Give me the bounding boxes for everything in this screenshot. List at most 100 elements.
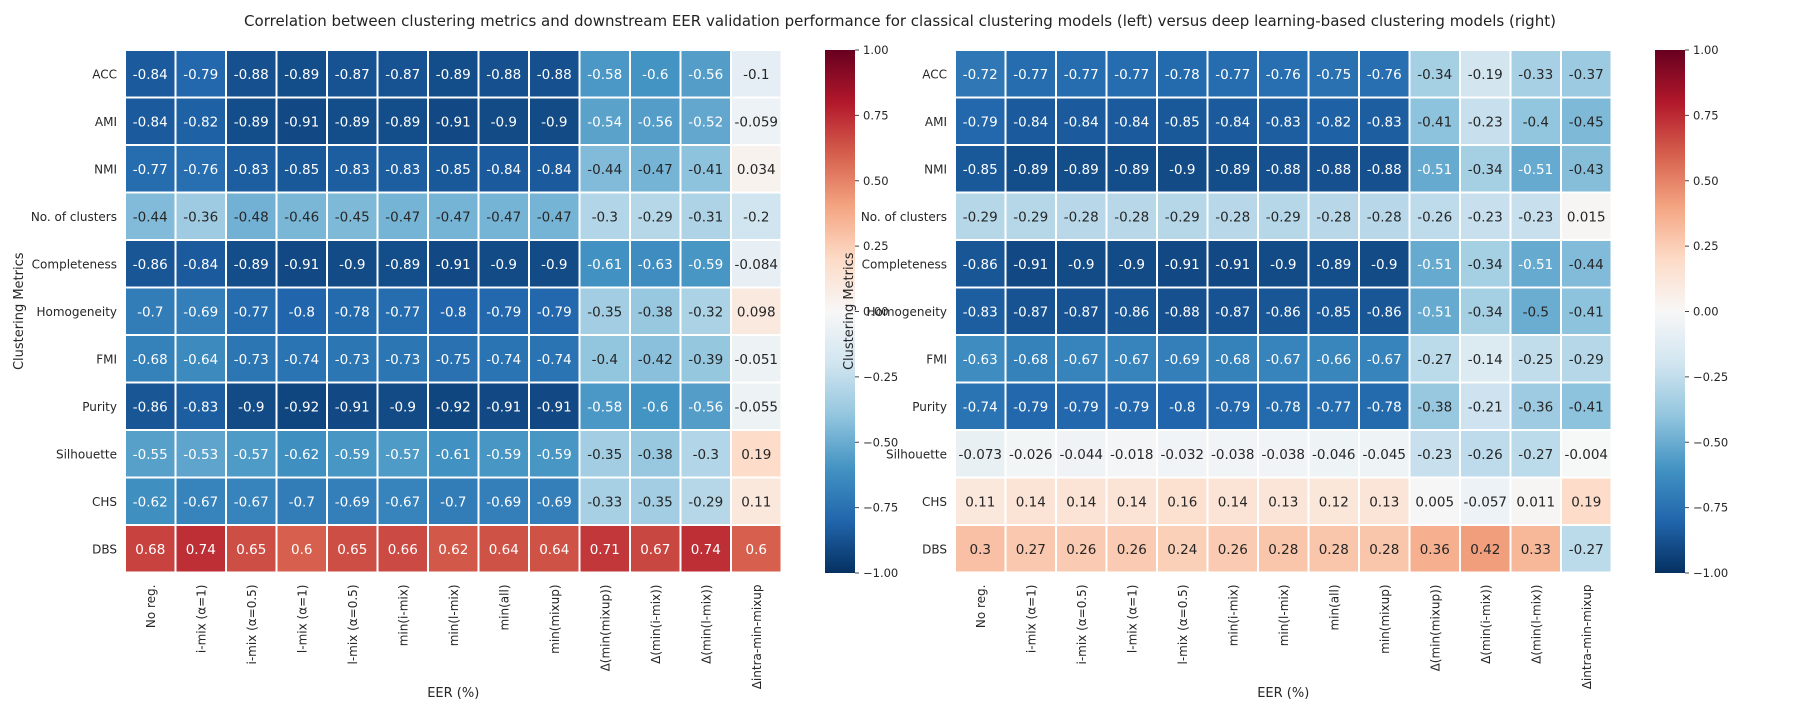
cell-label: -0.38 <box>638 447 673 463</box>
x-tick-label: min(all) <box>497 585 511 631</box>
heatmap-cell <box>1560 476 1613 526</box>
heatmap-cell <box>1105 239 1158 289</box>
cell-label: 0.015 <box>1567 209 1606 225</box>
y-tick-label: Purity <box>82 400 117 414</box>
cell-label: -0.63 <box>638 257 673 273</box>
cell-label: -0.83 <box>963 304 998 320</box>
cell-label: -0.79 <box>1064 399 1099 415</box>
colorbar-tick-label: 0.00 <box>1693 305 1719 319</box>
x-tick-label: l-mix (α=0.5) <box>1176 585 1190 665</box>
cell-label: 0.28 <box>1369 542 1399 558</box>
cell-label: -0.86 <box>133 399 168 415</box>
cell-label: -0.038 <box>1261 447 1305 463</box>
cell-label: -0.73 <box>385 352 420 368</box>
heatmap-cell <box>1004 239 1057 289</box>
cell-label: -0.76 <box>183 162 218 178</box>
y-tick-label: Completeness <box>32 257 117 271</box>
cell-label: -0.29 <box>1013 209 1048 225</box>
cell-label: -0.88 <box>1266 162 1301 178</box>
heatmap-cell <box>730 286 783 336</box>
heatmap-cell <box>1560 49 1613 99</box>
cell-label: -0.78 <box>1266 399 1301 415</box>
cell-label: -0.34 <box>1468 257 1503 273</box>
y-tick-label: No. of clusters <box>861 210 947 224</box>
cell-label: -0.48 <box>234 209 269 225</box>
cell-label: 0.33 <box>1521 542 1551 558</box>
heatmap-cell <box>1408 286 1461 336</box>
heatmap-cell <box>1560 429 1613 479</box>
cell-label: -0.88 <box>1316 162 1351 178</box>
heatmap-cell <box>1156 524 1209 574</box>
heatmap-cell <box>954 476 1007 526</box>
heatmap-cell <box>1105 286 1158 336</box>
cell-label: -0.56 <box>688 67 723 83</box>
x-axis-label: EER (%) <box>427 686 479 701</box>
heatmap-cell <box>1560 239 1613 289</box>
heatmap-cell <box>954 429 1007 479</box>
cell-label: -0.9 <box>390 399 416 415</box>
cell-label: -0.21 <box>1468 399 1503 415</box>
heatmap-cell <box>225 286 278 336</box>
cell-label: -0.92 <box>436 399 471 415</box>
cell-label: -0.91 <box>1165 257 1200 273</box>
heatmap-cell <box>1459 96 1512 146</box>
cell-label: -0.41 <box>1569 304 1604 320</box>
heatmap-cell <box>629 429 682 479</box>
colorbar: 1.00 0.75 0.50 0.25 0.00 −0.25 −0.50 −0.75 −1.00 <box>825 43 898 580</box>
cell-label: -0.84 <box>537 162 572 178</box>
heatmap-cell <box>1156 334 1209 384</box>
colorbar-tick-label: −0.50 <box>1693 435 1728 449</box>
cell-label: -0.62 <box>133 494 168 510</box>
cell-label: -0.67 <box>1114 352 1149 368</box>
cell-label: -0.67 <box>183 494 218 510</box>
cell-label: -0.79 <box>1215 399 1250 415</box>
cell-label: -0.14 <box>1468 352 1503 368</box>
heatmap-cell <box>578 334 631 384</box>
cell-label: -0.89 <box>234 257 269 273</box>
cell-label: 0.26 <box>1117 542 1147 558</box>
heatmap-cell <box>1206 49 1259 99</box>
cell-label: -0.89 <box>335 114 370 130</box>
cell-label: -0.046 <box>1312 447 1356 463</box>
cell-label: -0.88 <box>486 67 521 83</box>
heatmap-cell <box>679 286 732 336</box>
cell-label: -0.37 <box>1569 67 1604 83</box>
heatmap-cell <box>326 144 379 194</box>
heatmap-cell <box>1560 286 1613 336</box>
heatmap-cell <box>275 334 328 384</box>
cell-label: -0.67 <box>1266 352 1301 368</box>
cell-label: -0.26 <box>1417 209 1452 225</box>
cell-label: -0.83 <box>183 399 218 415</box>
cell-label: -0.41 <box>1569 399 1604 415</box>
cell-label: -0.74 <box>537 352 572 368</box>
cell-label: 0.13 <box>1369 494 1399 510</box>
cell-label: -0.29 <box>963 209 998 225</box>
cell-label: 0.64 <box>489 542 519 558</box>
cell-label: -0.057 <box>1463 494 1507 510</box>
heatmap-cell <box>275 429 328 479</box>
cell-label: -0.29 <box>1165 209 1200 225</box>
heatmap-cell <box>1105 191 1158 241</box>
cell-label: -0.68 <box>1215 352 1250 368</box>
cell-label: -0.28 <box>1064 209 1099 225</box>
cell-label: -0.44 <box>133 209 168 225</box>
heatmap-cell <box>1004 144 1057 194</box>
heatmap-cell <box>679 239 732 289</box>
y-tick-label: No. of clusters <box>31 210 117 224</box>
cell-label: -0.91 <box>1215 257 1250 273</box>
heatmap-cell <box>1257 429 1310 479</box>
cell-label: -0.69 <box>335 494 370 510</box>
x-tick-label: min(l-mix) <box>447 585 461 647</box>
cell-label: -0.28 <box>1215 209 1250 225</box>
heatmap-cell <box>679 524 732 574</box>
heatmap-cell <box>1560 191 1613 241</box>
heatmap-cell <box>679 49 732 99</box>
heatmap-cell <box>376 429 429 479</box>
y-tick-label: DBS <box>922 542 947 556</box>
heatmap-cell <box>1257 144 1310 194</box>
heatmap-cell <box>124 144 177 194</box>
heatmap-cell <box>1307 429 1360 479</box>
colorbar-tick-label: −1.00 <box>863 566 898 580</box>
cell-label: -0.86 <box>1367 304 1402 320</box>
cell-label: -0.33 <box>1518 67 1553 83</box>
